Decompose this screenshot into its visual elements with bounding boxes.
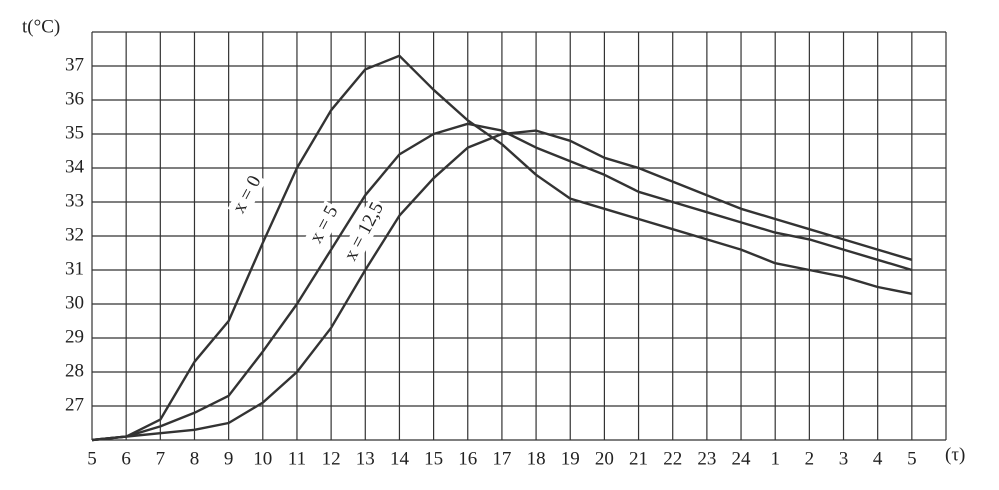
x-tick-label: 9 (224, 448, 234, 469)
x-tick-label: 21 (629, 448, 648, 469)
series-line (91, 122, 913, 442)
x-tick-label: 20 (595, 448, 614, 469)
x-tick-label: 24 (732, 448, 752, 469)
y-tick-label: 31 (65, 258, 84, 279)
series-label-bg (304, 200, 344, 249)
x-tick-label: 5 (907, 448, 917, 469)
x-tick-label: 14 (390, 448, 410, 469)
x-tick-label: 23 (697, 448, 716, 469)
x-tick-label: 7 (156, 448, 166, 469)
series-label: x = 0 (227, 170, 267, 219)
x-tick-label: 11 (288, 448, 306, 469)
x-tick-label: 16 (458, 448, 477, 469)
x-tick-label: 2 (805, 448, 815, 469)
x-axis-label: (τ) (945, 444, 965, 465)
y-tick-label: 33 (65, 190, 84, 211)
x-tick-label: 22 (663, 448, 682, 469)
series-label-text: x = 12,5 (340, 199, 388, 264)
series-label-bg (339, 196, 389, 266)
y-tick-label: 32 (65, 224, 84, 245)
x-tick-label: 19 (561, 448, 580, 469)
series-label: x = 12,5 (339, 196, 389, 266)
y-tick-label: 28 (65, 360, 84, 381)
x-tick-label: 3 (839, 448, 849, 469)
y-tick-label: 27 (65, 394, 84, 415)
x-tick-label: 6 (121, 448, 131, 469)
y-axis-label: t(°C) (22, 16, 60, 37)
y-tick-label: 34 (65, 156, 85, 177)
x-tick-label: 12 (322, 448, 341, 469)
x-tick-label: 5 (87, 448, 97, 469)
y-tick-label: 29 (65, 326, 84, 347)
x-tick-label: 18 (527, 448, 546, 469)
x-tick-label: 4 (873, 448, 883, 469)
series-line (91, 54, 913, 442)
x-tick-label: 1 (770, 448, 780, 469)
x-tick-label: 15 (424, 448, 443, 469)
x-tick-label: 10 (253, 448, 272, 469)
series-label-bg (227, 170, 267, 219)
y-tick-label: 36 (65, 88, 84, 109)
x-tick-label: 13 (356, 448, 375, 469)
y-tick-label: 35 (65, 122, 84, 143)
series-line (91, 129, 913, 442)
y-tick-label: 37 (65, 54, 84, 75)
y-tick-label: 30 (65, 292, 84, 313)
x-tick-label: 17 (492, 448, 511, 469)
x-tick-label: 8 (190, 448, 200, 469)
